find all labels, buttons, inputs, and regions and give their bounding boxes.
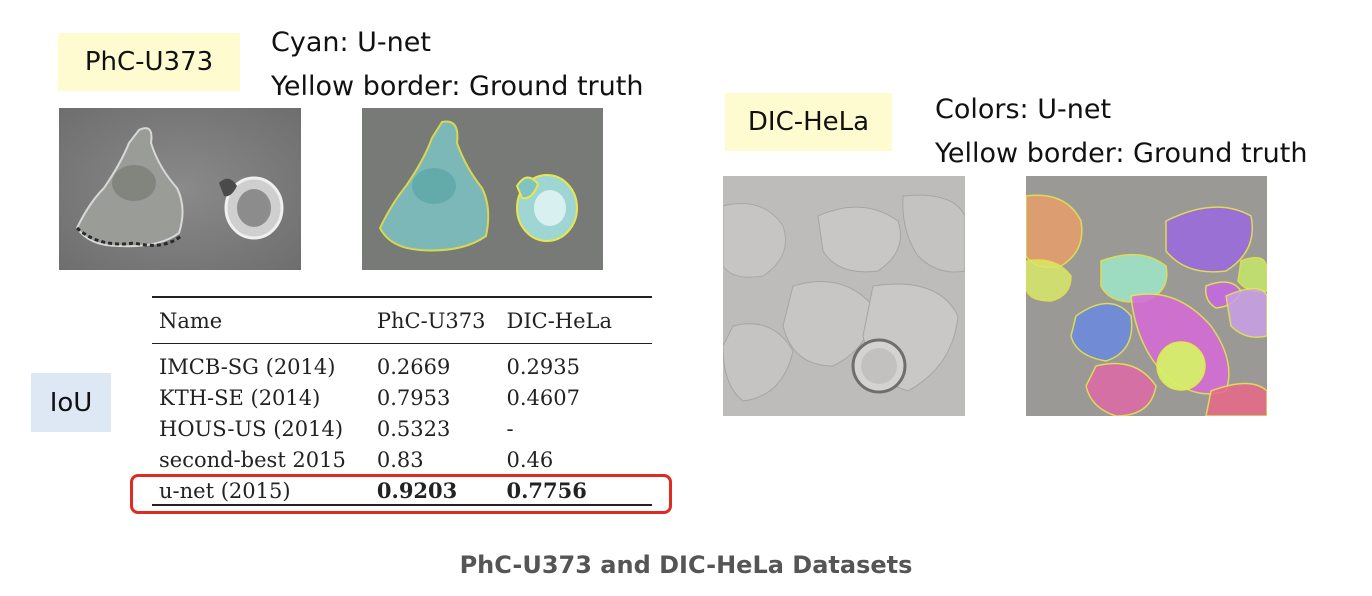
table-rule-bottom: [152, 504, 652, 506]
dic-caption-line2: Yellow border: Ground truth: [935, 138, 1308, 169]
row-dic-value: 0.2935: [506, 354, 580, 379]
dic-label-text: DIC-HeLa: [747, 107, 870, 137]
row-dic-value: 0.7756: [506, 478, 587, 503]
header-name: Name: [159, 309, 223, 333]
row-name: KTH-SE (2014): [159, 385, 321, 410]
phc-caption: Cyan: U-net Yellow border: Ground truth: [271, 21, 643, 109]
row-name: u-net (2015): [159, 478, 291, 503]
row-dic-value: 0.46: [506, 447, 554, 472]
phc-label-text: PhC-U373: [84, 47, 214, 77]
row-dic-value: -: [506, 416, 514, 441]
figure-caption: PhC-U373 and DIC-HeLa Datasets: [459, 551, 913, 579]
unet-highlight-box: [130, 474, 672, 514]
row-name: IMCB-SG (2014): [159, 354, 336, 379]
table-row: second-best 2015 0.83 0.46: [152, 444, 619, 475]
row-phc-value: 0.5323: [376, 416, 451, 441]
phc-caption-line1: Cyan: U-net: [271, 27, 431, 58]
table-rule-mid: [152, 343, 652, 344]
row-dic-value: 0.4607: [506, 385, 580, 410]
phc-label: PhC-U373: [58, 33, 240, 91]
table-row: HOUS-US (2014) 0.5323 -: [152, 413, 619, 444]
table-row: IMCB-SG (2014) 0.2669 0.2935: [152, 345, 619, 382]
iou-label: IoU: [31, 373, 111, 432]
phc-segmentation-image: [362, 108, 603, 270]
dic-label: DIC-HeLa: [725, 93, 892, 151]
iou-label-text: IoU: [49, 387, 93, 418]
row-name: HOUS-US (2014): [159, 416, 344, 441]
table-row: KTH-SE (2014) 0.7953 0.4607: [152, 382, 619, 413]
header-phc: PhC-U373: [376, 309, 486, 333]
dic-caption-line1: Colors: U-net: [935, 94, 1112, 125]
table-header-row: Name PhC-U373 DIC-HeLa: [152, 297, 619, 345]
header-dic: DIC-HeLa: [506, 309, 613, 333]
results-table: Name PhC-U373 DIC-HeLa IMCB-SG (2014) 0.…: [152, 297, 619, 506]
row-phc-value: 0.2669: [376, 354, 451, 379]
dic-segmentation-image: [1026, 176, 1267, 416]
row-name: second-best 2015: [159, 447, 346, 472]
row-phc-value: 0.7953: [376, 385, 451, 410]
row-phc-value: 0.9203: [376, 478, 458, 503]
table-rule-top: [152, 296, 652, 298]
phc-raw-image: [59, 108, 301, 270]
dic-caption: Colors: U-net Yellow border: Ground trut…: [935, 88, 1307, 176]
phc-caption-line2: Yellow border: Ground truth: [271, 71, 644, 102]
row-phc-value: 0.83: [376, 447, 424, 472]
dic-raw-image: [723, 176, 965, 416]
table-row-unet: u-net (2015) 0.9203 0.7756: [152, 475, 619, 506]
